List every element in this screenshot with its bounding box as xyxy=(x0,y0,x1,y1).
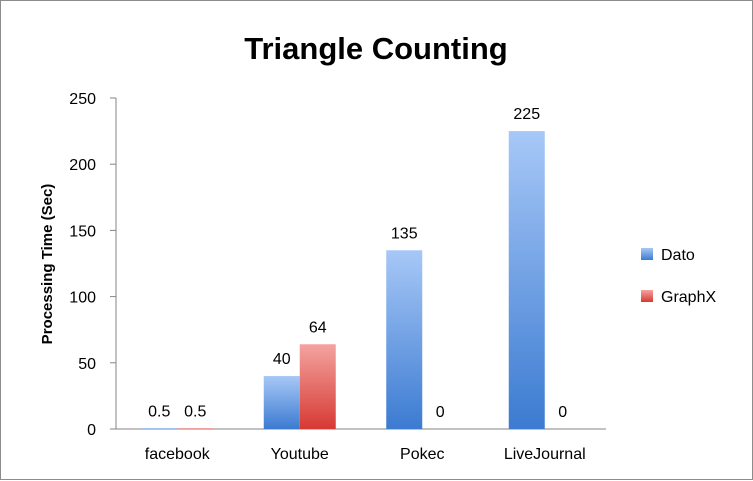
y-tick-label: 50 xyxy=(78,356,96,373)
legend-label-dato: Dato xyxy=(661,247,695,264)
data-label-dato-livejournal: 225 xyxy=(513,106,540,123)
data-label-graphx-facebook: 0.5 xyxy=(184,403,206,420)
bar-dato-facebook xyxy=(141,428,178,429)
y-tick-label: 250 xyxy=(69,91,96,108)
bar-graphx-facebook xyxy=(177,428,214,429)
category-label-facebook: facebook xyxy=(145,446,211,463)
bars xyxy=(141,131,545,429)
legend-swatch-dato xyxy=(641,248,653,260)
category-label-pokec: Pokec xyxy=(400,446,444,463)
data-label-graphx-youtube: 64 xyxy=(309,319,327,336)
data-label-dato-youtube: 40 xyxy=(273,351,291,368)
chart-title: Triangle Counting xyxy=(244,31,508,66)
data-label-graphx-pokec: 0 xyxy=(436,404,445,421)
bar-graphx-youtube xyxy=(299,344,336,429)
y-tick-label: 200 xyxy=(69,157,96,174)
data-label-dato-facebook: 0.5 xyxy=(148,403,170,420)
bar-dato-livejournal xyxy=(508,131,545,429)
y-tick-label: 100 xyxy=(69,290,96,307)
category-label-youtube: Youtube xyxy=(271,446,329,463)
legend-label-graphx: GraphX xyxy=(661,289,716,306)
y-tick-label: 150 xyxy=(69,223,96,240)
y-tick-label: 0 xyxy=(87,422,96,439)
legend: Dato GraphX xyxy=(641,247,716,306)
data-label-dato-pokec: 135 xyxy=(391,225,418,242)
y-axis-label: Processing Time (Sec) xyxy=(39,184,56,345)
category-labels: facebook Youtube Pokec LiveJournal xyxy=(145,446,586,463)
data-label-graphx-livejournal: 0 xyxy=(558,404,567,421)
y-axis-ticks: 0 50 100 150 200 250 xyxy=(69,91,116,439)
category-label-livejournal: LiveJournal xyxy=(504,446,586,463)
data-labels: 0.5 0.5 40 64 135 0 225 0 xyxy=(148,106,567,421)
bar-dato-youtube xyxy=(263,376,300,429)
bar-dato-pokec xyxy=(386,250,423,429)
legend-swatch-graphx xyxy=(641,290,653,302)
